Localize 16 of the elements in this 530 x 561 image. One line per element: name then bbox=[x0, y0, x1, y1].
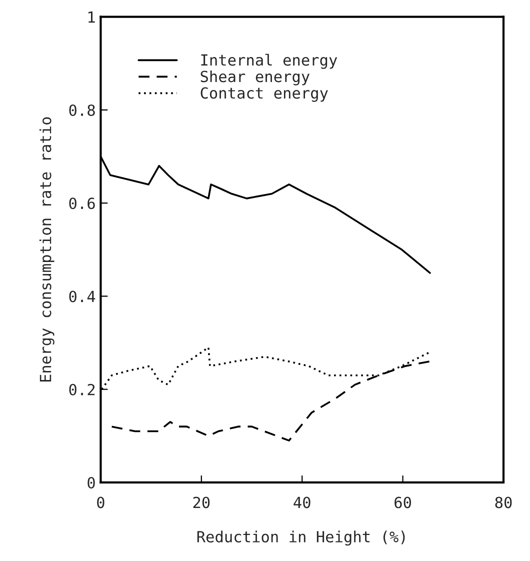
legend-label: Internal energy bbox=[201, 54, 338, 69]
y-tick-label: 0 bbox=[88, 476, 95, 489]
legend-label: Contact energy bbox=[200, 87, 328, 102]
x-axis-title: Reduction in Height (%) bbox=[197, 530, 405, 546]
legend-label: Shear energy bbox=[200, 70, 310, 86]
x-tick-label: 40 bbox=[294, 496, 310, 508]
y-tick-label: 0.8 bbox=[69, 104, 95, 116]
y-tick-label: 0.4 bbox=[69, 290, 96, 302]
x-tick-label: 80 bbox=[495, 496, 512, 508]
x-tick-label: 60 bbox=[394, 496, 412, 508]
y-tick-label: 1 bbox=[88, 12, 95, 23]
y-tick-label: 0.6 bbox=[69, 198, 95, 210]
x-tick-label: 0 bbox=[97, 496, 104, 508]
y-axis-title: Energy consumption rate ratio bbox=[39, 117, 54, 382]
y-tick-label: 0.2 bbox=[69, 384, 95, 396]
x-tick-label: 20 bbox=[193, 496, 210, 508]
